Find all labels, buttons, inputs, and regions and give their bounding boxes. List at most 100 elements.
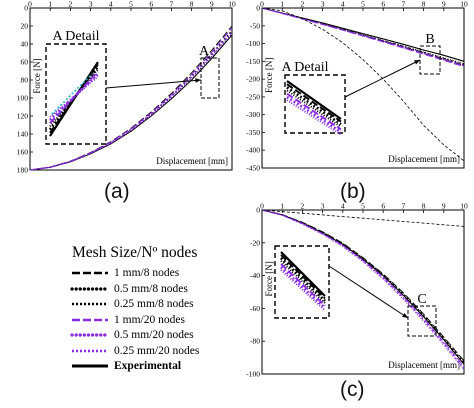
legend-entry-label: 0.5 mm/20 nodes: [114, 329, 194, 341]
y-tick-label: -80: [250, 337, 260, 346]
x-tick-label: 5: [361, 0, 365, 9]
series-line-a: [29, 31, 233, 171]
x-tick-label: 0: [260, 0, 264, 9]
detail-arrowhead: [195, 78, 201, 83]
zoom-marker-label: C: [417, 292, 426, 307]
y-tick-label: 120: [17, 112, 29, 121]
y-tick-label: 0: [24, 4, 28, 13]
x-tick-label: 8: [422, 202, 426, 211]
y-axis-label: Force [N]: [264, 58, 274, 93]
y-tick-label: -300: [246, 110, 260, 119]
legend-title: Mesh Size/Nº nodes: [72, 244, 198, 261]
x-tick-label: 0: [28, 0, 32, 9]
legend-swatch: [72, 364, 108, 368]
x-tick-label: 6: [381, 202, 385, 211]
x-tick-label: 9: [442, 0, 446, 9]
x-tick-label: 3: [89, 0, 93, 9]
detail-series-line: [286, 86, 342, 126]
detail-series-line: [286, 99, 342, 136]
y-tick-label: 100: [17, 94, 29, 103]
x-tick-label: 1: [280, 0, 284, 9]
x-tick-label: 2: [301, 202, 305, 211]
x-tick-label: 8: [190, 0, 194, 9]
legend-swatch: [72, 349, 108, 352]
detail-series-line: [286, 89, 342, 128]
detail-series-line: [286, 95, 342, 134]
legend-entry-label: 0.5 mm/8 nodes: [114, 282, 188, 295]
detail-arrow: [105, 79, 202, 89]
detail-series-line: [280, 269, 326, 312]
y-tick-label: -450: [246, 164, 260, 173]
detail-arrow: [344, 59, 421, 98]
y-tick-label: -400: [246, 146, 260, 155]
series-line-a: [29, 33, 233, 171]
series-line-c: [261, 209, 465, 363]
y-tick-label: -200: [246, 75, 260, 84]
legend-entry-label: 0.25 mm/8 nodes: [114, 298, 194, 310]
x-tick-label: 6: [381, 0, 385, 9]
chart-panel-b: 0 1 2 3 4 5 6 7 8 9 10 0 -50 -100 -150 -200 -250 -300 -350…: [246, 0, 468, 173]
x-tick-label: 4: [341, 202, 345, 211]
detail-series-line: [49, 73, 99, 121]
y-tick-label: 80: [21, 76, 29, 85]
y-tick-label: 40: [21, 40, 29, 49]
x-tick-label: 6: [149, 0, 153, 9]
x-tick-label: 4: [341, 0, 345, 9]
detail-series-line: [286, 92, 342, 131]
detail-series-line: [280, 263, 326, 307]
x-tick-label: 1: [280, 202, 284, 211]
detail-label: A Detail: [52, 29, 99, 44]
detail-series-line: [51, 73, 93, 115]
legend-entry: Experimental: [70, 359, 245, 373]
x-tick-label: 9: [442, 202, 446, 211]
y-tick-label: 140: [17, 130, 29, 139]
detail-series-line: [286, 83, 342, 123]
y-tick-label: -150: [246, 57, 260, 66]
series-line-b: [261, 7, 465, 66]
detail-series-line: [280, 251, 326, 297]
x-tick-label: 10: [460, 0, 468, 9]
y-tick-label: -250: [246, 92, 260, 101]
x-tick-label: 5: [129, 0, 133, 9]
detail-series-line: [286, 80, 342, 120]
detail-series-line: [49, 75, 99, 118]
x-tick-label: 9: [210, 0, 214, 9]
legend-entry: 1 mm/20 nodes: [70, 313, 245, 327]
series-line-c: [261, 209, 465, 371]
legend-entry-label: Experimental: [114, 360, 182, 372]
legend-entry: 0.5 mm/20 nodes: [70, 328, 245, 342]
x-tick-label: 2: [301, 0, 305, 9]
y-tick-label: -100: [246, 370, 260, 379]
legend-swatch: [70, 286, 110, 291]
x-tick-label: 8: [422, 0, 426, 9]
legend-swatch: [72, 302, 108, 306]
y-tick-label: -60: [250, 304, 260, 313]
x-tick-label: 10: [228, 0, 236, 9]
legend-entry: 0.5 mm/8 nodes: [70, 282, 245, 296]
y-tick-label: -50: [250, 21, 260, 30]
zoom-marker-label: A: [199, 44, 210, 59]
y-tick-label: -100: [246, 39, 260, 48]
caption-c: (c): [340, 378, 365, 401]
zoom-marker-label: B: [425, 32, 434, 47]
detail-arrow: [328, 265, 409, 319]
x-tick-label: 4: [109, 0, 113, 9]
y-tick-label: 160: [17, 148, 29, 157]
x-tick-label: 7: [402, 0, 406, 9]
series-line-b: [261, 7, 465, 162]
y-tick-label: 20: [21, 22, 29, 31]
y-tick-label: -350: [246, 128, 260, 137]
x-axis-label: Displacement [mm]: [388, 360, 460, 370]
detail-label: A Detail: [281, 60, 328, 75]
legend-entry-label: 0.25 mm/20 nodes: [114, 344, 200, 357]
x-tick-label: 7: [402, 202, 406, 211]
legend-entry-label: 1 mm/20 nodes: [114, 313, 185, 326]
y-tick-label: 0: [256, 4, 260, 13]
x-axis-label: Displacement [mm]: [156, 156, 228, 166]
y-tick-label: 180: [17, 166, 29, 175]
caption-a: (a): [104, 180, 130, 203]
x-tick-label: 0: [260, 202, 264, 211]
detail-arrowhead: [414, 60, 420, 65]
y-tick-label: 60: [21, 58, 29, 67]
detail-series-line: [280, 254, 326, 300]
